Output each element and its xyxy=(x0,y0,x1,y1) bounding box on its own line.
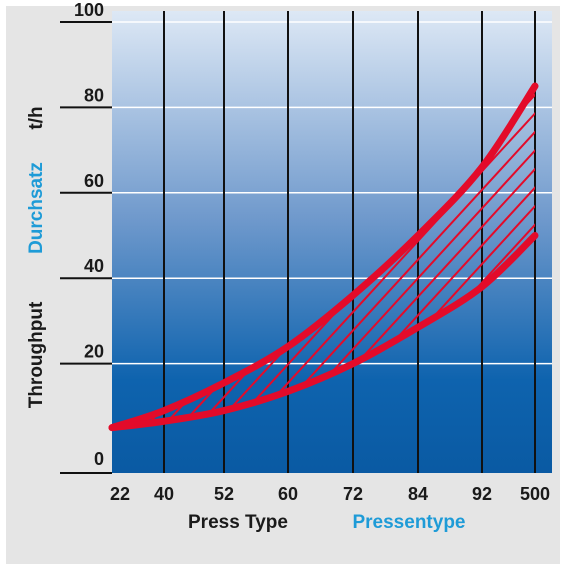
x-tick-label-92: 92 xyxy=(472,484,492,504)
x-tick-label-22: 22 xyxy=(110,484,130,504)
x-tick-label-60: 60 xyxy=(278,484,298,504)
x-tick-label-52: 52 xyxy=(214,484,234,504)
y-axis-label-de: Durchsatz xyxy=(26,162,47,254)
y-tick-label-0: 0 xyxy=(94,449,104,469)
y-axis-unit: t/h xyxy=(26,106,47,129)
y-axis-label-group: Throughput Durchsatz t/h xyxy=(26,106,47,408)
x-tick-label-40: 40 xyxy=(154,484,174,504)
y-tick-label-40: 40 xyxy=(84,256,104,276)
y-tick-label-60: 60 xyxy=(84,171,104,191)
x-tick-label-72: 72 xyxy=(343,484,363,504)
y-tick-label-100: 100 xyxy=(74,0,104,20)
x-axis-label-de: Pressentype xyxy=(352,512,465,533)
x-tick-label-84: 84 xyxy=(408,484,428,504)
lower-band-curve xyxy=(108,232,539,432)
x-axis-label: Press Type xyxy=(188,512,288,533)
y-tick-labels: 0 20 40 60 80 100 xyxy=(74,0,104,469)
plot-background xyxy=(112,11,552,473)
y-tick-label-80: 80 xyxy=(84,85,104,105)
band-curves xyxy=(108,82,539,432)
x-tick-labels: 22 40 52 60 72 84 92 500 xyxy=(110,484,550,504)
x-tick-label-500: 500 xyxy=(520,484,550,504)
upper-band-curve xyxy=(108,82,539,432)
y-axis-label: Throughput xyxy=(26,301,47,408)
y-tick-label-20: 20 xyxy=(84,342,104,362)
